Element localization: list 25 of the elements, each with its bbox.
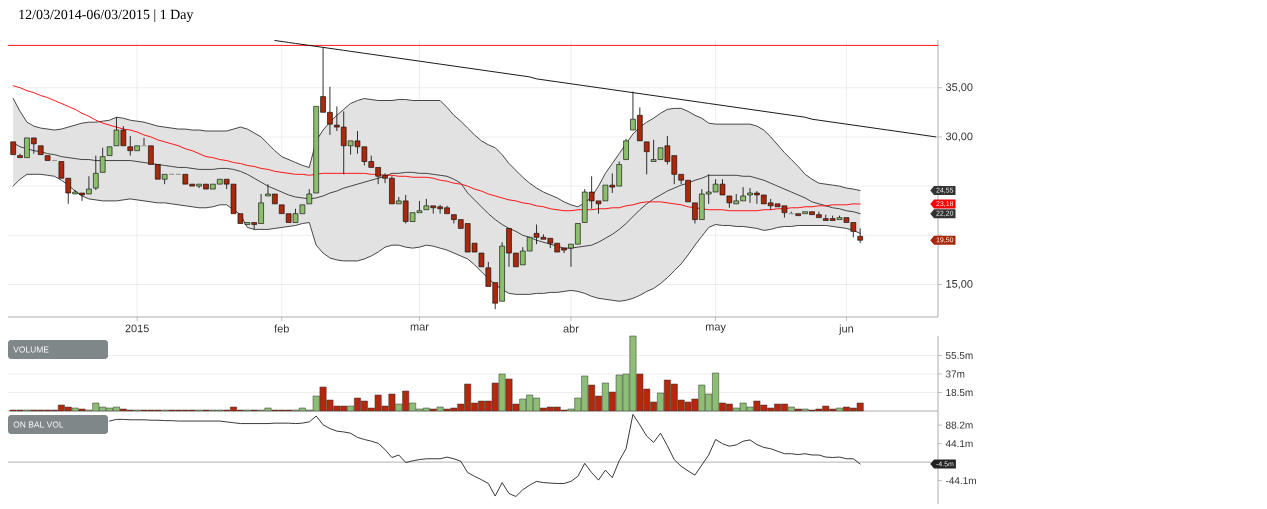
x-tick-label: may (705, 324, 726, 333)
chart-title: 12/03/2014-06/03/2015 | 1 Day (19, 9, 194, 23)
text: VOLUME (13, 346, 49, 353)
x-tick-label: jun (838, 324, 854, 335)
y-tick-label: 88.2m (945, 421, 973, 429)
y-tick-label: -44.1m (945, 477, 976, 485)
x-tick-label: feb (274, 324, 289, 333)
candlestick (857, 228, 863, 244)
candlestick (623, 138, 629, 160)
y-tick-label: 37m (945, 370, 965, 378)
x-tick-label: mar (410, 324, 429, 331)
y-tick-label: 30,00 (945, 132, 973, 142)
y-tick-label: 35,00 (945, 83, 973, 93)
x-tick-label: 2015 (125, 324, 149, 333)
y-tick-label: 18.5m (946, 388, 973, 397)
candlestick (10, 141, 16, 155)
candlestick (44, 155, 51, 161)
y-tick-label: 15,00 (946, 280, 973, 290)
text: ON BAL VOL (13, 421, 64, 428)
candlestick (99, 147, 106, 173)
candlestick (106, 146, 113, 156)
y-tick-label: 55.5m (945, 352, 973, 359)
y-tick-label: 44.1m (945, 440, 973, 448)
candlestick (37, 145, 44, 155)
x-tick-label: abr (563, 324, 579, 333)
